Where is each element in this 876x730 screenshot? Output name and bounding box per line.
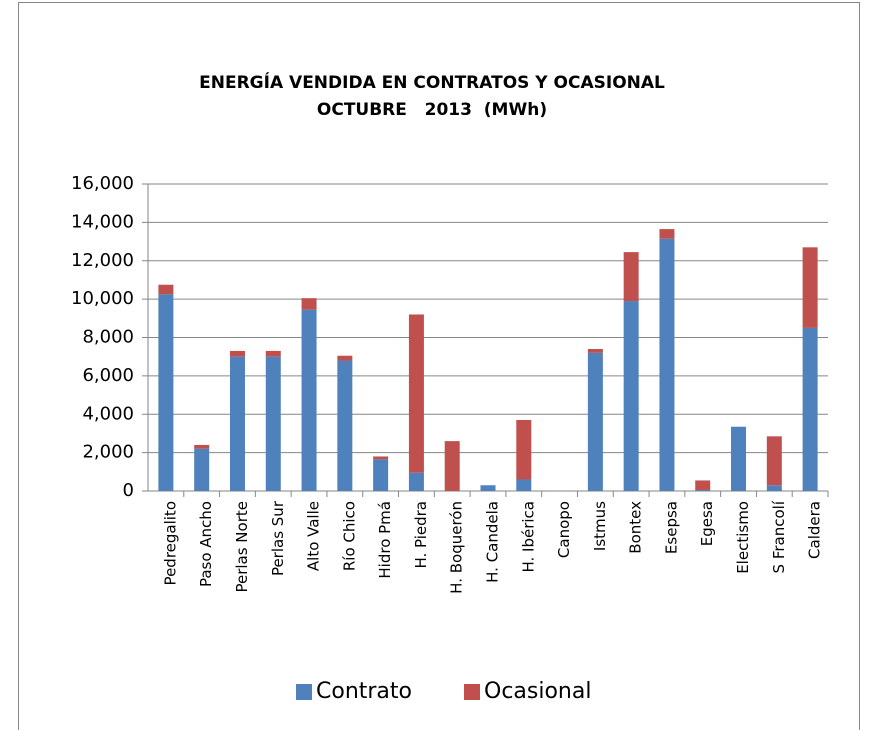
bar-segment <box>516 420 532 480</box>
y-tick-label: 10,000 <box>71 288 134 309</box>
bar-segment <box>301 309 317 491</box>
x-tick-label: Río Chico <box>340 501 358 571</box>
x-tick-label: H. Ibérica <box>519 501 537 573</box>
bar-segment <box>480 485 496 491</box>
bar-segment <box>337 355 353 361</box>
bar-segment <box>766 436 782 486</box>
bar-segment <box>373 459 389 491</box>
x-tick-label: H. Boquerón <box>448 501 466 594</box>
y-tick-label: 14,000 <box>71 211 134 232</box>
bar-segment <box>408 472 424 491</box>
bar-segment <box>695 480 711 491</box>
bar-segment <box>194 444 210 449</box>
bar-segment <box>623 252 639 302</box>
y-tick-label: 12,000 <box>71 250 134 271</box>
bar-segment <box>373 456 389 460</box>
x-tick-label: Alto Valle <box>305 501 323 571</box>
x-tick-label: Canopo <box>555 501 573 558</box>
legend-swatch <box>464 684 480 700</box>
legend-label: Ocasional <box>484 679 591 704</box>
y-tick-label: 0 <box>123 480 134 501</box>
x-tick-label: Esepsa <box>662 501 680 554</box>
bar-segment <box>802 327 818 491</box>
bar-segment <box>229 356 245 491</box>
bar-segment <box>623 301 639 491</box>
x-tick-label: Hidro Pmá <box>376 501 394 579</box>
bar-segment <box>301 298 317 310</box>
chart-title: OCTUBRE 2013 (MWh) <box>317 100 547 120</box>
bar-segment <box>766 485 782 491</box>
bar-segment <box>731 426 747 491</box>
bar-segment <box>158 294 174 491</box>
bar-segment <box>408 314 424 473</box>
bar-segment <box>265 356 281 491</box>
y-tick-label: 2,000 <box>82 442 134 463</box>
bar-segment <box>337 360 353 491</box>
x-tick-label: Electismo <box>734 501 752 574</box>
bar-segment <box>587 352 603 491</box>
bar-segment <box>802 247 818 328</box>
bar-segment <box>194 448 210 491</box>
x-tick-label: Istmus <box>591 501 609 551</box>
chart-title: ENERGÍA VENDIDA EN CONTRATOS Y OCASIONAL <box>199 71 665 93</box>
bar-segment <box>695 490 711 491</box>
bar-segment <box>229 350 245 357</box>
x-tick-label: Perlas Sur <box>269 500 287 576</box>
bar-segment <box>659 229 675 239</box>
x-tick-label: Perlas Norte <box>233 501 251 593</box>
x-tick-label: S Francolí <box>770 500 788 573</box>
x-tick-label: Pedregalito <box>161 501 179 585</box>
bar-segment <box>158 284 174 295</box>
x-tick-label: Caldera <box>806 501 824 559</box>
y-tick-label: 16,000 <box>71 173 134 194</box>
bar-segment <box>659 238 675 491</box>
x-tick-label: H. Candela <box>484 501 502 583</box>
bar-segment <box>444 441 460 491</box>
x-tick-label: Bontex <box>627 501 645 554</box>
bar-segment <box>516 479 532 491</box>
legend-swatch <box>296 684 312 700</box>
x-tick-label: H. Piedra <box>412 501 430 569</box>
bar-segment <box>587 349 603 353</box>
bar-segment <box>265 350 281 357</box>
x-tick-label: Paso Ancho <box>197 501 215 587</box>
y-tick-label: 8,000 <box>82 327 134 348</box>
x-tick-label: Egesa <box>698 501 716 546</box>
y-tick-label: 6,000 <box>82 365 134 386</box>
legend-label: Contrato <box>316 679 412 704</box>
y-tick-label: 4,000 <box>82 403 134 424</box>
